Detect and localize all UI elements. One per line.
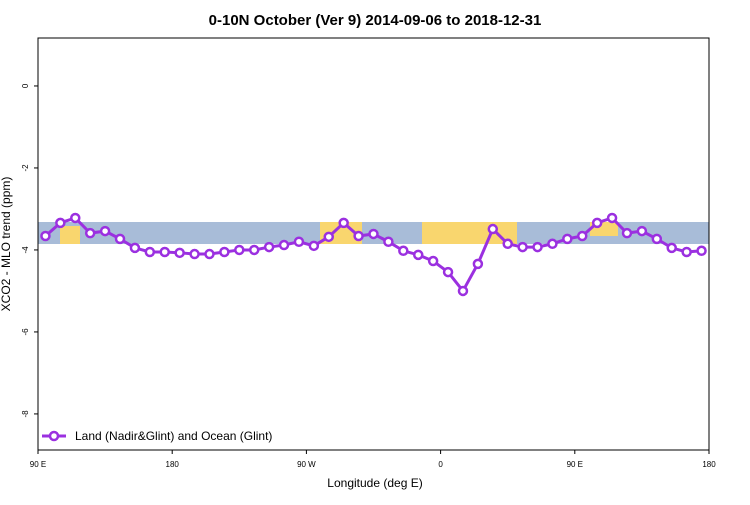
point [547, 238, 558, 250]
x-tick-label: 180 [702, 460, 716, 469]
point [621, 227, 633, 239]
point [114, 233, 126, 245]
point [129, 242, 141, 254]
point [353, 230, 364, 242]
point [577, 230, 588, 242]
point [263, 241, 275, 253]
point [636, 225, 648, 237]
point [55, 217, 66, 229]
y-tick-label: -2 [21, 164, 30, 172]
point [562, 233, 573, 245]
point [174, 247, 185, 259]
point [40, 230, 51, 242]
point [591, 217, 603, 229]
point [681, 246, 692, 258]
plot-frame [37, 37, 710, 451]
point [84, 227, 96, 239]
chart-title: 0-10N October (Ver 9) 2014-09-06 to 2018… [209, 12, 542, 29]
y-tick-label: -4 [21, 246, 30, 254]
point [383, 236, 394, 247]
point [666, 242, 677, 254]
point [412, 249, 424, 261]
point [502, 238, 513, 250]
point [204, 248, 215, 260]
x-axis-label: Longitude (deg E) [327, 476, 422, 490]
point [472, 258, 484, 270]
x-tick-label: 90 E [567, 460, 583, 469]
point [442, 266, 454, 278]
point [248, 244, 260, 256]
y-tick-label: -8 [21, 410, 30, 418]
y-tick-label: 0 [21, 83, 30, 88]
x-tick-label: 90 W [297, 460, 316, 469]
point [696, 245, 707, 257]
point [517, 241, 528, 253]
y-tick-label: -6 [21, 328, 30, 336]
legend-marker [48, 430, 60, 442]
point [70, 212, 81, 224]
point [219, 246, 230, 258]
point [159, 246, 170, 258]
point [398, 245, 409, 257]
point [293, 236, 305, 247]
land-band [60, 226, 80, 244]
x-tick-label: 180 [166, 460, 180, 469]
point [278, 239, 290, 251]
x-tick-label: 90 E [30, 460, 46, 469]
point [427, 255, 439, 267]
point [323, 231, 335, 243]
point [606, 212, 618, 224]
point [457, 285, 469, 297]
point [234, 244, 245, 256]
point [338, 217, 349, 229]
legend-label: Land (Nadir&Glint) and Ocean (Glint) [75, 429, 272, 443]
point [308, 240, 320, 252]
point [532, 241, 543, 253]
x-tick-label: 0 [438, 460, 443, 469]
point [487, 223, 499, 235]
point [651, 233, 663, 245]
point [99, 225, 111, 237]
point [368, 228, 379, 240]
point [144, 246, 156, 258]
y-axis-label: XCO2 - MLO trend (ppm) [0, 177, 13, 312]
point [189, 248, 200, 260]
